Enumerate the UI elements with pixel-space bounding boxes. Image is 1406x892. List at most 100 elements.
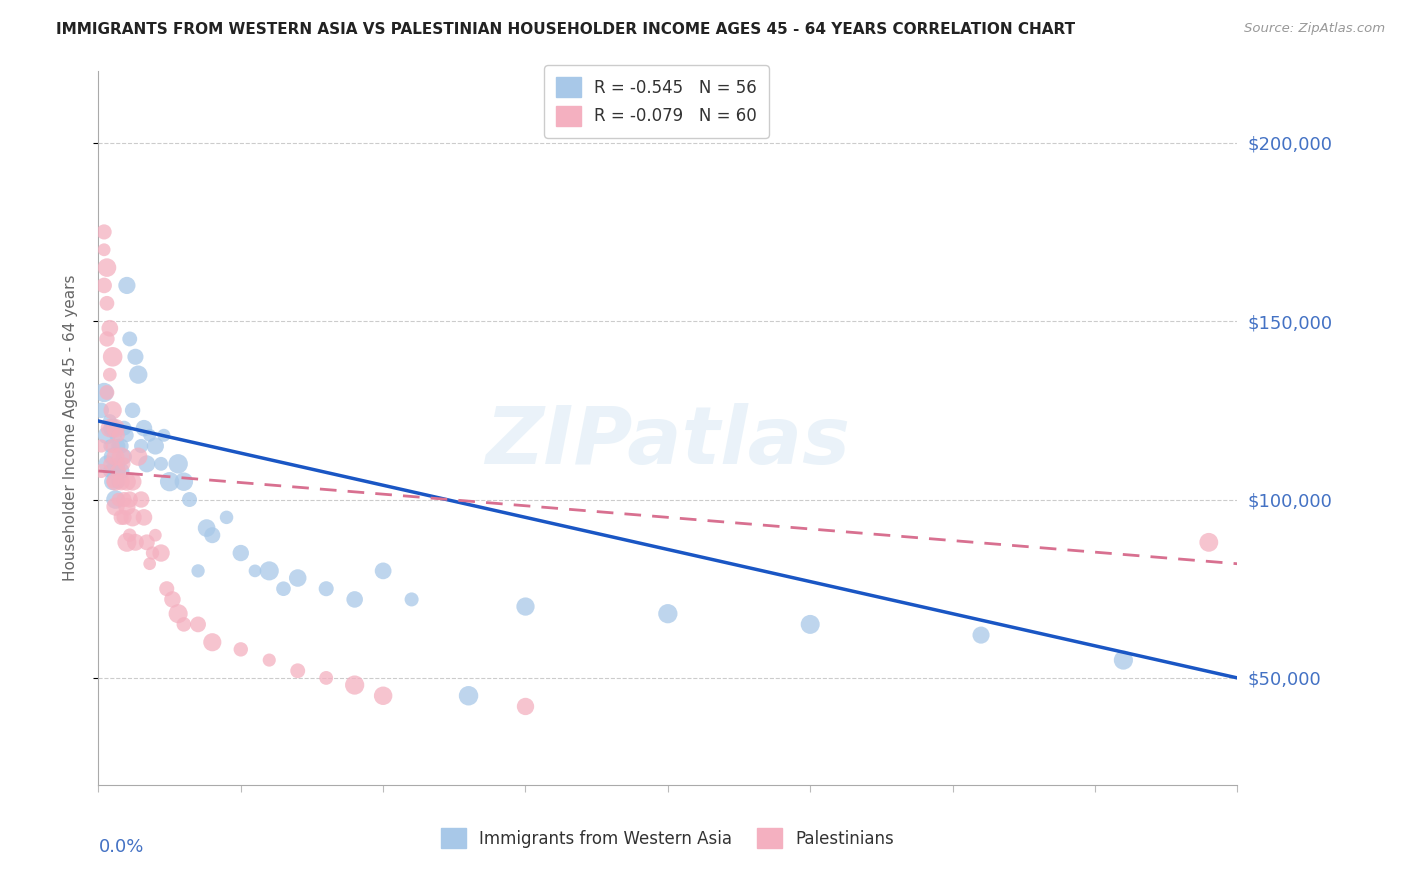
Point [259,564,281,578]
Point [96,385,118,400]
Point [150,546,173,560]
Point [98,464,121,478]
Point [115,428,138,442]
Point [112,510,135,524]
Point [145,528,167,542]
Point [96,296,118,310]
Point [145,439,167,453]
Point [118,492,141,507]
Text: IMMIGRANTS FROM WESTERN ASIA VS PALESTINIAN HOUSEHOLDER INCOME AGES 45 - 64 YEAR: IMMIGRANTS FROM WESTERN ASIA VS PALESTIN… [56,22,1076,37]
Point [141,546,163,560]
Point [98,457,121,471]
Text: Source: ZipAtlas.com: Source: ZipAtlas.com [1244,22,1385,36]
Point [90,403,112,417]
Point [343,592,366,607]
Point [187,564,209,578]
Point [93,385,115,400]
Point [315,671,337,685]
Point [159,475,181,489]
Point [110,464,132,478]
Point [93,225,115,239]
Point [112,450,135,464]
Point [90,464,112,478]
Point [457,689,479,703]
Point [127,368,149,382]
Point [373,689,395,703]
Point [110,475,132,489]
Point [118,332,141,346]
Point [98,439,121,453]
Point [101,421,124,435]
Point [104,421,127,435]
Point [101,475,124,489]
Point [104,492,127,507]
Point [121,403,143,417]
Point [129,439,152,453]
Point [229,642,252,657]
Point [343,678,366,692]
Point [101,403,124,417]
Point [93,243,115,257]
Point [115,500,138,514]
Text: ZIPatlas: ZIPatlas [485,403,851,482]
Point [93,278,115,293]
Point [110,439,132,453]
Point [132,510,155,524]
Point [110,510,132,524]
Point [229,546,252,560]
Point [167,457,190,471]
Point [153,428,176,442]
Y-axis label: Householder Income Ages 45 - 64 years: Householder Income Ages 45 - 64 years [63,275,77,582]
Point [124,350,146,364]
Point [135,457,157,471]
Point [156,582,179,596]
Point [179,492,201,507]
Point [101,450,124,464]
Point [970,628,993,642]
Point [104,450,127,464]
Point [799,617,821,632]
Point [259,653,281,667]
Point [315,582,337,596]
Point [173,475,195,489]
Point [101,350,124,364]
Point [127,450,149,464]
Point [98,414,121,428]
Point [162,592,184,607]
Point [96,332,118,346]
Point [104,428,127,442]
Point [107,464,129,478]
Point [101,439,124,453]
Point [118,528,141,542]
Point [107,492,129,507]
Point [112,457,135,471]
Point [98,421,121,435]
Point [107,457,129,471]
Point [1112,653,1135,667]
Point [96,428,118,442]
Legend: Immigrants from Western Asia, Palestinians: Immigrants from Western Asia, Palestinia… [434,822,901,855]
Point [115,535,138,549]
Point [173,617,195,632]
Point [215,510,238,524]
Point [107,439,129,453]
Point [107,428,129,442]
Point [96,457,118,471]
Point [112,421,135,435]
Point [112,492,135,507]
Point [115,278,138,293]
Point [657,607,679,621]
Point [107,475,129,489]
Text: 0.0%: 0.0% [98,838,143,856]
Point [104,500,127,514]
Point [104,475,127,489]
Point [98,368,121,382]
Point [150,457,173,471]
Point [201,635,224,649]
Point [96,260,118,275]
Point [243,564,266,578]
Point [90,439,112,453]
Point [121,475,143,489]
Point [124,535,146,549]
Point [287,664,309,678]
